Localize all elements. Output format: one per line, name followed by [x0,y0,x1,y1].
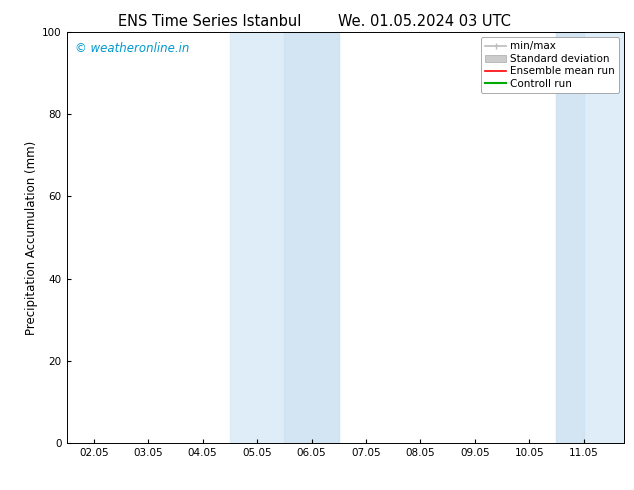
Text: © weatheronline.in: © weatheronline.in [75,42,190,55]
Text: We. 01.05.2024 03 UTC: We. 01.05.2024 03 UTC [339,14,511,29]
Y-axis label: Precipitation Accumulation (mm): Precipitation Accumulation (mm) [25,141,38,335]
Bar [230,32,339,443]
Bar [557,32,584,443]
Bar [284,32,339,443]
Text: ENS Time Series Istanbul: ENS Time Series Istanbul [117,14,301,29]
Legend: min/max, Standard deviation, Ensemble mean run, Controll run: min/max, Standard deviation, Ensemble me… [481,37,619,93]
Bar [557,32,624,443]
